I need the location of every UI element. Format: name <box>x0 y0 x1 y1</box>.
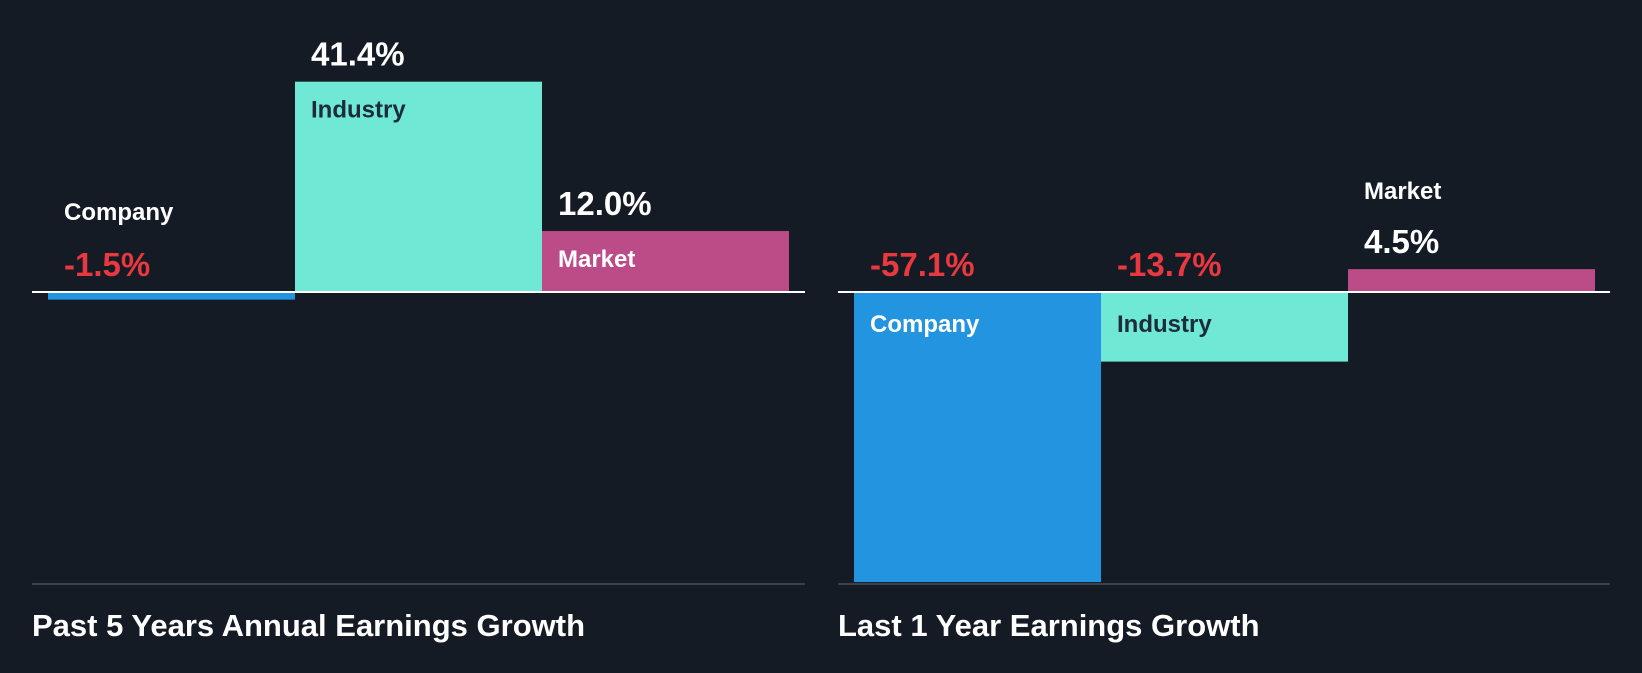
chart1-value-label-company: -1.5% <box>64 246 150 283</box>
chart1-category-label-company: Company <box>64 199 174 226</box>
chart2-category-label-industry: Industry <box>1117 311 1212 338</box>
chart2-bar-industry <box>1101 292 1348 362</box>
chart2-value-label-company: -57.1% <box>870 246 975 283</box>
chart2-value-label-industry: -13.7% <box>1117 246 1222 283</box>
chart2-category-label-company: Company <box>870 311 980 338</box>
chart1-value-label-industry: 41.4% <box>311 36 405 73</box>
chart1-category-label-industry: Industry <box>311 97 406 124</box>
chart1-value-label-market: 12.0% <box>558 185 652 222</box>
chart1-title: Past 5 Years Annual Earnings Growth <box>32 608 585 643</box>
chart2-category-label-market: Market <box>1364 178 1441 205</box>
chart2-bar-market <box>1348 269 1595 292</box>
chart2-bar-company <box>854 292 1101 583</box>
chart2-value-label-market: 4.5% <box>1364 223 1439 260</box>
chart1-bar-company <box>48 292 295 300</box>
chart1-category-label-market: Market <box>558 246 635 273</box>
chart1-bar-industry <box>295 81 542 292</box>
chart1-bar-market <box>542 231 789 292</box>
chart2-title: Last 1 Year Earnings Growth <box>838 608 1260 643</box>
